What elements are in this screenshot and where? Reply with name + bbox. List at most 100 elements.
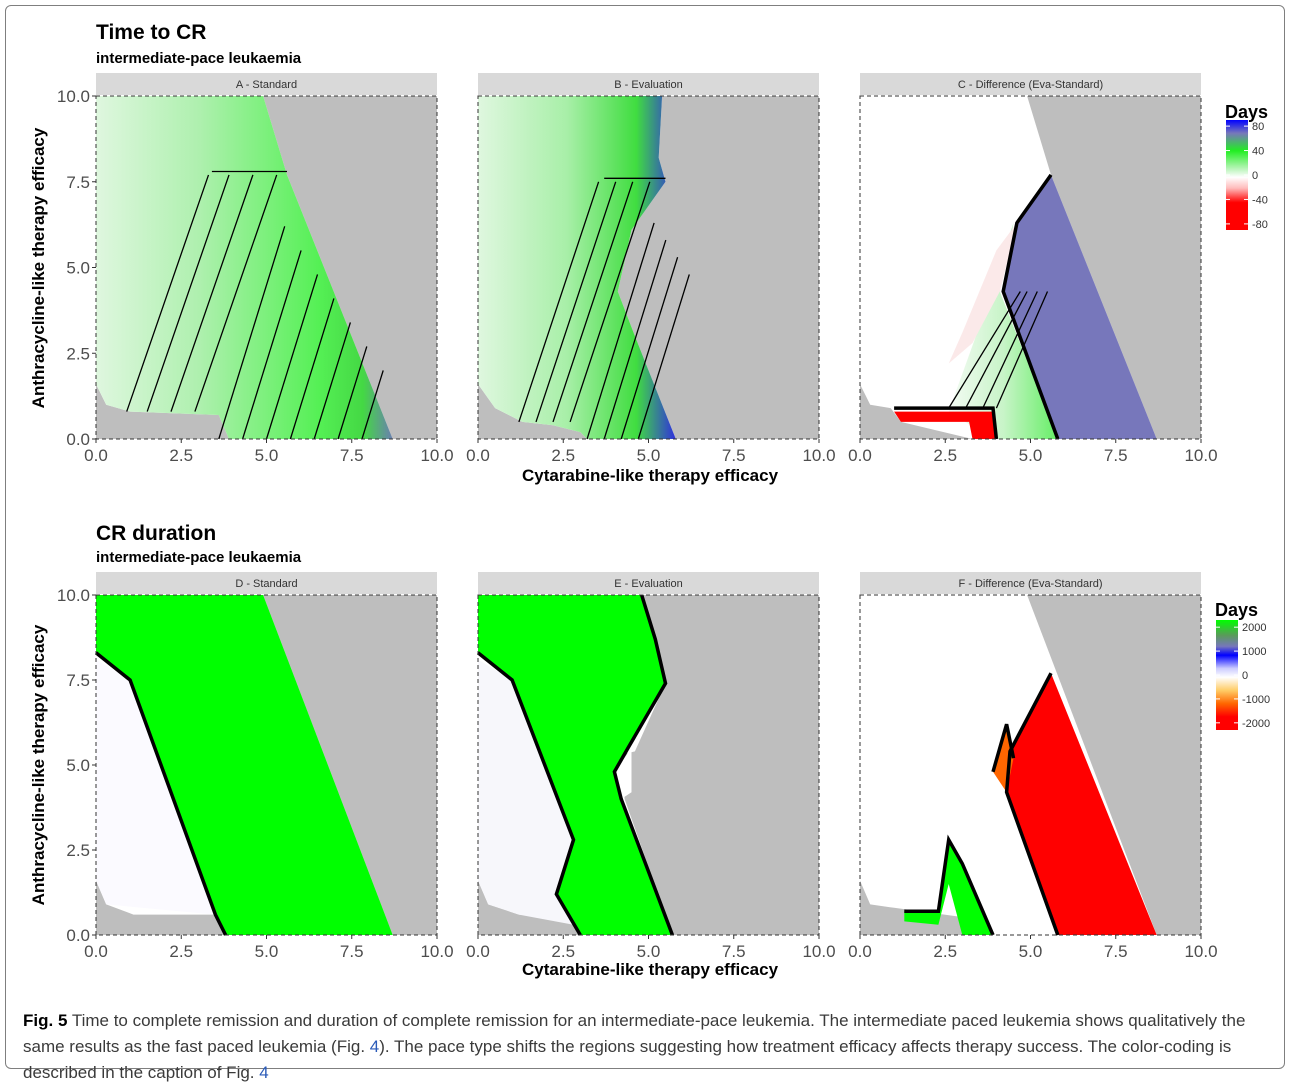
contour-line <box>218 226 286 440</box>
panel-label: E - Evaluation <box>614 578 682 590</box>
panel-label: D - Standard <box>235 578 297 590</box>
x-axis-title: Cytarabine-like therapy efficacy <box>522 960 779 979</box>
x-tick-label: 7.5 <box>1104 942 1128 961</box>
legend-tick-label: 2000 <box>1242 622 1266 634</box>
chart-section-2: CR duration intermediate-pace leukaemia D … <box>29 522 1270 979</box>
panel-strip <box>478 572 819 594</box>
y-tick-label: 7.5 <box>66 173 90 192</box>
x-tick-label: 2.5 <box>933 446 957 465</box>
panel-label: F - Difference (Eva-Standard) <box>958 578 1102 590</box>
x-tick-label: 2.5 <box>169 446 193 465</box>
no-remission-corner <box>96 384 229 439</box>
contour-line <box>170 174 254 412</box>
no-remission-region <box>1027 595 1201 935</box>
caption-figure-link-2[interactable]: 4 <box>259 1063 269 1082</box>
long-duration-region <box>96 595 393 935</box>
panel-strip <box>96 572 437 594</box>
panel-4: D - Standard 0.0 2.5 5.0 7.5 10.0 <box>84 572 454 961</box>
zero-contour <box>94 651 228 936</box>
contour-line <box>948 291 1021 409</box>
x-tick-label: 7.5 <box>340 446 364 465</box>
no-remission-region <box>263 595 437 935</box>
legend-tick-label: -40 <box>1252 194 1268 206</box>
contour-line <box>995 291 1049 409</box>
legend-tick-label: 0 <box>1252 170 1258 182</box>
y-tick-label: 10.0 <box>57 87 90 106</box>
section-subtitle: intermediate-pace leukaemia <box>96 549 302 566</box>
contour-line <box>965 291 1028 409</box>
contour-line <box>637 274 690 440</box>
contour-line <box>313 322 352 440</box>
panel-label: A - Standard <box>236 79 297 91</box>
x-tick-label: 10.0 <box>420 446 453 465</box>
legend-title: Days <box>1215 600 1258 620</box>
contour-line <box>603 239 667 440</box>
contour-line <box>586 222 655 440</box>
caption-figure-link-1[interactable]: 4 <box>369 1037 380 1056</box>
contour-line <box>289 298 335 440</box>
contour-line <box>620 257 679 440</box>
slower-remission-region <box>1003 174 1157 439</box>
no-difference-region <box>860 595 1058 935</box>
section-title: CR duration <box>96 522 216 545</box>
contour-line <box>337 346 368 440</box>
y-tick-label: 2.5 <box>66 344 90 363</box>
x-tick-label: 5.0 <box>637 942 661 961</box>
no-remission-region <box>621 595 819 935</box>
x-tick-label: 2.5 <box>551 942 575 961</box>
no-remission-corner <box>478 880 581 935</box>
contour-line <box>518 181 600 423</box>
x-tick-label: 10.0 <box>802 446 835 465</box>
y-tick-label: 10.0 <box>57 586 90 605</box>
faster-remission-shade-2 <box>948 222 1017 364</box>
y-tick-label: 5.0 <box>66 259 90 278</box>
figure-caption: Fig. 5 Time to complete remission and du… <box>23 1008 1263 1086</box>
contour-line <box>146 174 230 412</box>
panel-strip <box>860 73 1201 95</box>
contour-line <box>569 181 651 423</box>
contour-line <box>361 370 384 440</box>
no-remission-region <box>617 96 819 439</box>
panel-6: F - Difference (Eva-Standard) 0.0 2.5 5.0 7.… <box>848 572 1218 961</box>
contour-line <box>265 274 319 440</box>
contour-line <box>552 181 634 423</box>
x-tick-label: 0.0 <box>848 942 872 961</box>
legend-colorbar <box>1226 120 1248 230</box>
zero-contour <box>1004 672 1060 936</box>
contour-line <box>194 174 278 412</box>
legend-title: Days <box>1225 102 1268 122</box>
contour-line <box>535 181 617 423</box>
zero-contour <box>612 594 675 936</box>
x-tick-label: 5.0 <box>255 942 279 961</box>
x-axis-title: Cytarabine-like therapy efficacy <box>522 466 779 485</box>
legend-tick-label: 80 <box>1252 121 1264 133</box>
x-tick-label: 2.5 <box>169 942 193 961</box>
zero-contour <box>1001 173 1060 440</box>
y-axis-title: Anthracycline-like therapy efficacy <box>29 624 48 905</box>
no-remission-corner <box>478 384 588 439</box>
no-difference-region <box>860 96 1051 409</box>
legend-tick-label: -80 <box>1252 219 1268 231</box>
x-tick-label: 10.0 <box>802 942 835 961</box>
x-tick-label: 2.5 <box>933 942 957 961</box>
caption-text-1: Time to complete remission and duration … <box>23 1011 1246 1056</box>
panel-strip <box>96 73 437 95</box>
no-remission-corner <box>860 384 973 439</box>
no-remission-corner <box>96 880 226 935</box>
panel-label: B - Evaluation <box>614 79 682 91</box>
faster-remission-shade <box>948 222 1058 439</box>
y-tick-label: 2.5 <box>66 841 90 860</box>
legend-colorbar <box>1216 620 1238 730</box>
x-tick-label: 5.0 <box>255 446 279 465</box>
panel-1: A - Standard 0.0 2.5 5.0 7.5 10.0 <box>84 73 454 465</box>
legend-tick-label: -2000 <box>1242 718 1270 730</box>
contour-line <box>982 291 1038 409</box>
chart-section-1: Time to CR intermediate-pace leukaemia A -… <box>29 21 1268 485</box>
legend-tick-label: 40 <box>1252 146 1264 158</box>
x-tick-label: 5.0 <box>1019 446 1043 465</box>
color-legend: Days 2000 1000 0 -1000 -2000 <box>1215 600 1270 730</box>
panel-strip <box>478 73 819 95</box>
y-tick-label: 5.0 <box>66 756 90 775</box>
y-tick-label: 0.0 <box>66 430 90 449</box>
